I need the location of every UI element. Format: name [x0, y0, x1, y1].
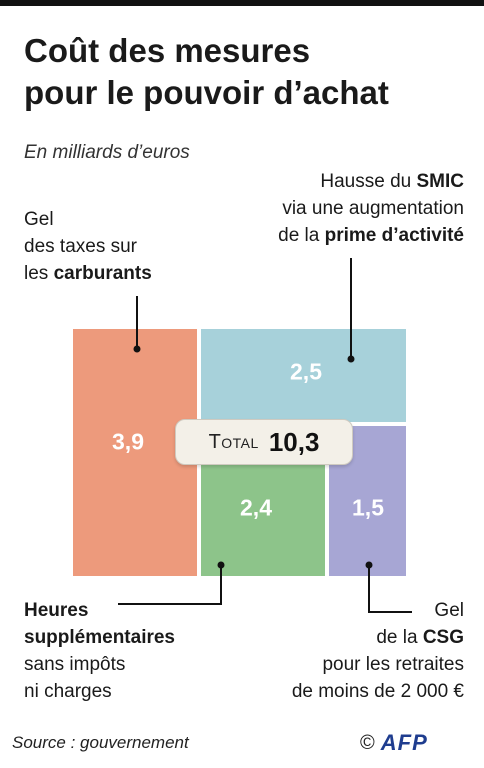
dot-smic	[347, 355, 355, 363]
dot-heures	[217, 561, 225, 569]
label-carburants-line1: Gel	[24, 209, 54, 230]
top-rule	[0, 0, 484, 6]
leader-smic	[350, 258, 352, 358]
afp-logo: © AFP	[360, 730, 428, 756]
label-smic-line1a: Hausse du	[320, 171, 417, 192]
dot-carburants	[133, 345, 141, 353]
label-smic-line1b: SMIC	[416, 171, 465, 192]
leader-carburants	[136, 296, 138, 348]
label-csg: Gel de la CSG pour les retraites de moin…	[200, 597, 464, 705]
dot-csg	[365, 561, 373, 569]
total-value: 10,3	[268, 426, 320, 457]
chart-subtitle: En milliards d’euros	[24, 142, 190, 163]
source-note: Source : gouvernement	[12, 733, 189, 752]
afp-wordmark: AFP	[380, 730, 428, 755]
label-csg-line1: Gel	[434, 600, 464, 621]
label-heures-line4: ni charges	[24, 681, 112, 702]
title-line-2: pour le pouvoir d’achat	[24, 74, 389, 111]
label-heures-line2: supplémentaires	[24, 627, 175, 648]
copyright-icon: ©	[360, 731, 375, 754]
label-csg-line4: de moins de 2 000 €	[291, 681, 464, 702]
value-heures: 2,4	[240, 494, 272, 521]
leader-csg-horizontal	[368, 611, 412, 613]
tile-smic	[201, 329, 406, 422]
label-heures-line3: sans impôts	[24, 654, 126, 675]
label-smic-line2: via une augmentation	[282, 198, 464, 219]
label-smic-line3a: de la	[278, 225, 325, 246]
label-heures-line1: Heures	[24, 600, 89, 621]
label-smic-line3b: prime d’activité	[324, 225, 464, 246]
value-csg: 1,5	[352, 494, 384, 521]
value-smic: 2,5	[290, 358, 322, 385]
leader-csg-vertical	[368, 566, 370, 612]
total-badge: Total 10,3	[175, 419, 353, 465]
label-carburants: Gel des taxes sur les carburants	[24, 206, 152, 287]
value-carburants: 3,9	[112, 428, 144, 455]
label-carburants-line2: des taxes sur	[24, 236, 137, 257]
label-carburants-line3b: carburants	[53, 263, 152, 284]
title-line-1: Coût des mesures	[24, 32, 311, 69]
total-label: Total	[208, 430, 259, 453]
label-csg-line2b: CSG	[422, 627, 464, 648]
label-csg-line3: pour les retraites	[322, 654, 464, 675]
label-carburants-line3a: les	[24, 263, 54, 284]
label-smic: Hausse du SMIC via une augmentation de l…	[180, 168, 464, 249]
label-csg-line2a: de la	[376, 627, 423, 648]
leader-heures-horizontal	[118, 603, 222, 605]
label-heures: Heures supplémentaires sans impôts ni ch…	[24, 597, 175, 705]
chart-title: Coût des mesures pour le pouvoir d’achat	[24, 30, 474, 114]
leader-heures-vertical	[220, 566, 222, 604]
